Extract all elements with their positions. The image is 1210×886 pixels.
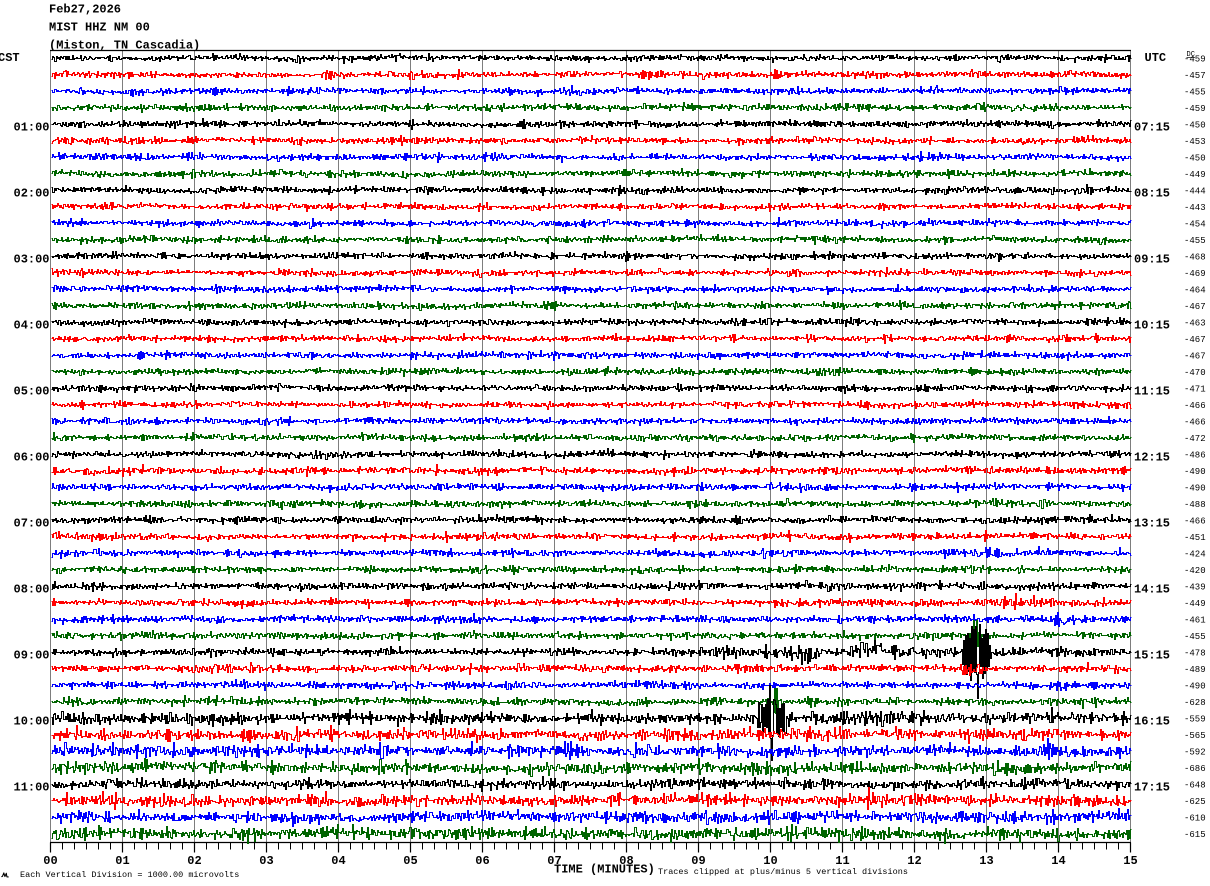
- svg-text:-489: -489: [1184, 665, 1206, 675]
- svg-text:-565: -565: [1184, 731, 1206, 741]
- svg-text:07:00: 07:00: [14, 516, 50, 530]
- svg-text:CST: CST: [0, 51, 20, 65]
- svg-text:07: 07: [547, 854, 561, 868]
- svg-text:08: 08: [619, 854, 633, 868]
- svg-text:14:15: 14:15: [1134, 582, 1170, 596]
- svg-text:-463: -463: [1184, 318, 1206, 328]
- svg-text:-648: -648: [1184, 780, 1206, 790]
- svg-text:14: 14: [1051, 854, 1065, 868]
- svg-text:-424: -424: [1184, 549, 1206, 559]
- svg-text:15:15: 15:15: [1134, 648, 1170, 662]
- svg-text:-471: -471: [1184, 384, 1206, 394]
- svg-text:-464: -464: [1184, 285, 1206, 295]
- svg-text:11:15: 11:15: [1134, 384, 1170, 398]
- svg-text:02: 02: [187, 854, 201, 868]
- svg-text:01:00: 01:00: [14, 120, 50, 134]
- svg-text:-478: -478: [1184, 648, 1206, 658]
- svg-text:08:00: 08:00: [14, 582, 50, 596]
- svg-text:-467: -467: [1184, 302, 1206, 312]
- svg-text:-455: -455: [1184, 87, 1206, 97]
- svg-text:16:15: 16:15: [1134, 714, 1170, 728]
- svg-text:-449: -449: [1184, 599, 1206, 609]
- svg-text:03: 03: [259, 854, 273, 868]
- svg-text:-420: -420: [1184, 566, 1206, 576]
- svg-text:04:00: 04:00: [14, 318, 50, 332]
- svg-text:-466: -466: [1184, 417, 1206, 427]
- svg-text:-455: -455: [1184, 632, 1206, 642]
- svg-text:-490: -490: [1184, 483, 1206, 493]
- svg-text:-451: -451: [1184, 533, 1206, 543]
- svg-text:-459: -459: [1184, 104, 1206, 114]
- svg-text:06:00: 06:00: [14, 450, 50, 464]
- svg-text:17:15: 17:15: [1134, 780, 1170, 794]
- svg-text:UTC: UTC: [1145, 51, 1167, 65]
- svg-text:-625: -625: [1184, 797, 1206, 807]
- svg-text:11:00: 11:00: [14, 780, 50, 794]
- svg-text:Traces clipped at plus/minus 5: Traces clipped at plus/minus 5 vertical …: [658, 867, 908, 877]
- svg-text:Each Vertical Division = 1000.: Each Vertical Division = 1000.00 microvo…: [20, 870, 239, 880]
- svg-text:04: 04: [331, 854, 345, 868]
- svg-text:11: 11: [835, 854, 849, 868]
- svg-text:-467: -467: [1184, 351, 1206, 361]
- svg-text:-468: -468: [1184, 252, 1206, 262]
- svg-text:-467: -467: [1184, 335, 1206, 345]
- svg-text:10:15: 10:15: [1134, 318, 1170, 332]
- svg-text:Feb27,2026: Feb27,2026: [49, 2, 121, 16]
- svg-text:-466: -466: [1184, 401, 1206, 411]
- svg-text:00: 00: [43, 854, 57, 868]
- svg-text:-592: -592: [1184, 747, 1206, 757]
- svg-text:-455: -455: [1184, 236, 1206, 246]
- svg-text:-628: -628: [1184, 698, 1206, 708]
- svg-text:08:15: 08:15: [1134, 186, 1170, 200]
- svg-text:15: 15: [1123, 854, 1137, 868]
- svg-text:13: 13: [979, 854, 993, 868]
- svg-text:-610: -610: [1184, 813, 1206, 823]
- svg-text:13:15: 13:15: [1134, 516, 1170, 530]
- svg-text:02:00: 02:00: [14, 186, 50, 200]
- svg-text:-444: -444: [1184, 186, 1206, 196]
- svg-text:-490: -490: [1184, 467, 1206, 477]
- svg-text:06: 06: [475, 854, 489, 868]
- svg-text:-486: -486: [1184, 450, 1206, 460]
- svg-text:-459: -459: [1184, 54, 1206, 64]
- svg-text:-472: -472: [1184, 434, 1206, 444]
- svg-text:-470: -470: [1184, 368, 1206, 378]
- svg-text:DC: DC: [1187, 51, 1195, 59]
- svg-text:01: 01: [115, 854, 129, 868]
- svg-text:09:15: 09:15: [1134, 252, 1170, 266]
- svg-text:12:15: 12:15: [1134, 450, 1170, 464]
- svg-text:-469: -469: [1184, 269, 1206, 279]
- svg-text:-686: -686: [1184, 764, 1206, 774]
- svg-text:-450: -450: [1184, 153, 1206, 163]
- svg-text:-466: -466: [1184, 516, 1206, 526]
- svg-text:-488: -488: [1184, 500, 1206, 510]
- svg-text:-443: -443: [1184, 203, 1206, 213]
- svg-text:05:00: 05:00: [14, 384, 50, 398]
- svg-text:MIST HHZ NM 00: MIST HHZ NM 00: [49, 21, 150, 35]
- svg-text:-453: -453: [1184, 137, 1206, 147]
- svg-text:-439: -439: [1184, 582, 1206, 592]
- svg-text:03:00: 03:00: [14, 252, 50, 266]
- svg-text:-450: -450: [1184, 120, 1206, 130]
- svg-text:-457: -457: [1184, 71, 1206, 81]
- svg-text:-449: -449: [1184, 170, 1206, 180]
- svg-text:-615: -615: [1184, 830, 1206, 840]
- svg-text:09:00: 09:00: [14, 648, 50, 662]
- svg-text:12: 12: [907, 854, 921, 868]
- svg-text:-461: -461: [1184, 615, 1206, 625]
- svg-text:10:00: 10:00: [14, 714, 50, 728]
- svg-text:05: 05: [403, 854, 417, 868]
- svg-text:-454: -454: [1184, 219, 1206, 229]
- svg-text:-490: -490: [1184, 681, 1206, 691]
- svg-text:10: 10: [763, 854, 777, 868]
- svg-text:09: 09: [691, 854, 705, 868]
- svg-text:TIME (MINUTES): TIME (MINUTES): [554, 863, 655, 877]
- svg-text:-559: -559: [1184, 714, 1206, 724]
- svg-text:(Miston, TN Cascadia): (Miston, TN Cascadia): [49, 39, 200, 53]
- svg-text:07:15: 07:15: [1134, 120, 1170, 134]
